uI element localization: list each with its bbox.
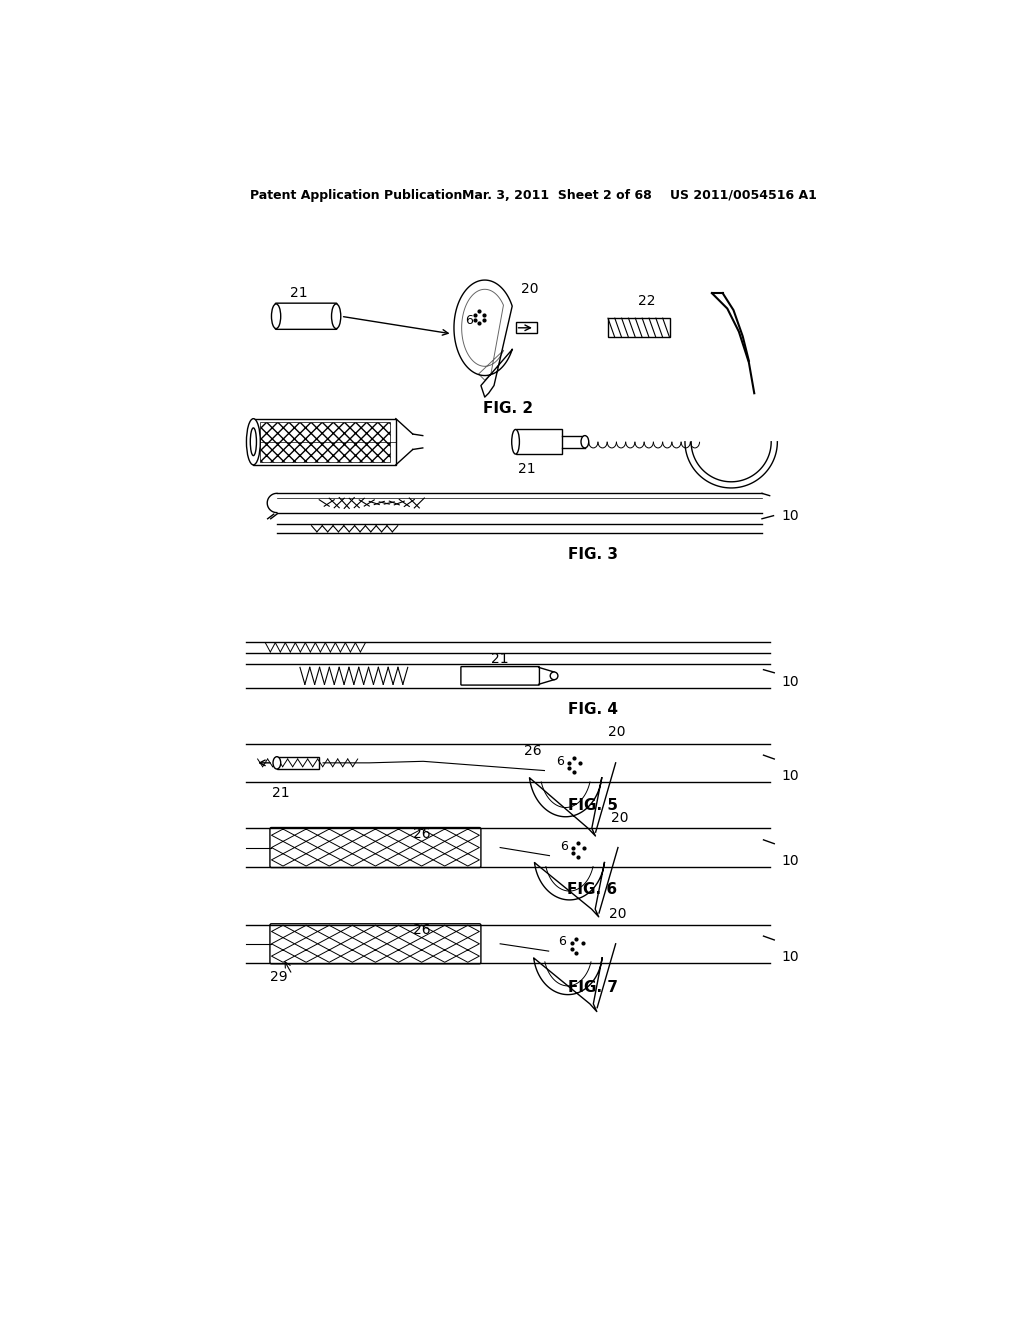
Bar [276,756,319,770]
Text: Mar. 3, 2011  Sheet 2 of 68: Mar. 3, 2011 Sheet 2 of 68 [462,189,651,202]
Text: 20: 20 [520,282,539,296]
Bar [253,418,396,465]
Ellipse shape [550,672,558,680]
FancyBboxPatch shape [461,667,540,685]
FancyBboxPatch shape [275,304,337,330]
Text: US 2011/0054516 A1: US 2011/0054516 A1 [670,189,816,202]
FancyBboxPatch shape [270,828,481,867]
Text: 21: 21 [290,286,307,300]
Text: FIG. 3: FIG. 3 [567,548,617,562]
Text: 20: 20 [608,725,626,739]
Text: 26: 26 [524,744,542,758]
Ellipse shape [250,428,256,455]
Ellipse shape [271,304,281,329]
Text: FIG. 2: FIG. 2 [482,401,532,416]
Bar [608,318,670,338]
Text: 6: 6 [556,755,564,768]
Text: 10: 10 [781,508,799,523]
FancyBboxPatch shape [270,924,481,964]
Text: 10: 10 [781,675,799,689]
Text: FIG. 4: FIG. 4 [567,702,617,717]
Ellipse shape [332,304,341,329]
Text: FIG. 7: FIG. 7 [567,981,617,995]
Text: 6: 6 [466,314,473,326]
Text: FIG. 5: FIG. 5 [567,797,617,813]
Ellipse shape [512,429,519,454]
Text: 20: 20 [610,810,629,825]
Text: 10: 10 [781,770,799,783]
Text: FIG. 6: FIG. 6 [567,882,617,898]
Text: Patent Application Publication: Patent Application Publication [250,189,462,202]
Text: 29: 29 [269,970,287,983]
Text: 6: 6 [560,840,568,853]
Text: 20: 20 [609,907,627,921]
Text: 22: 22 [638,294,655,308]
Text: 21: 21 [492,652,509,665]
Ellipse shape [273,756,281,770]
Ellipse shape [581,436,589,447]
Text: 26: 26 [413,923,430,937]
Text: 21: 21 [272,785,290,800]
Ellipse shape [247,418,260,465]
Bar [515,322,538,333]
Bar [515,429,562,454]
Text: 6: 6 [559,936,566,948]
Text: 10: 10 [781,950,799,964]
Bar [259,422,390,462]
Text: 10: 10 [781,854,799,867]
Text: 26: 26 [413,826,430,841]
Text: 21: 21 [518,462,536,475]
